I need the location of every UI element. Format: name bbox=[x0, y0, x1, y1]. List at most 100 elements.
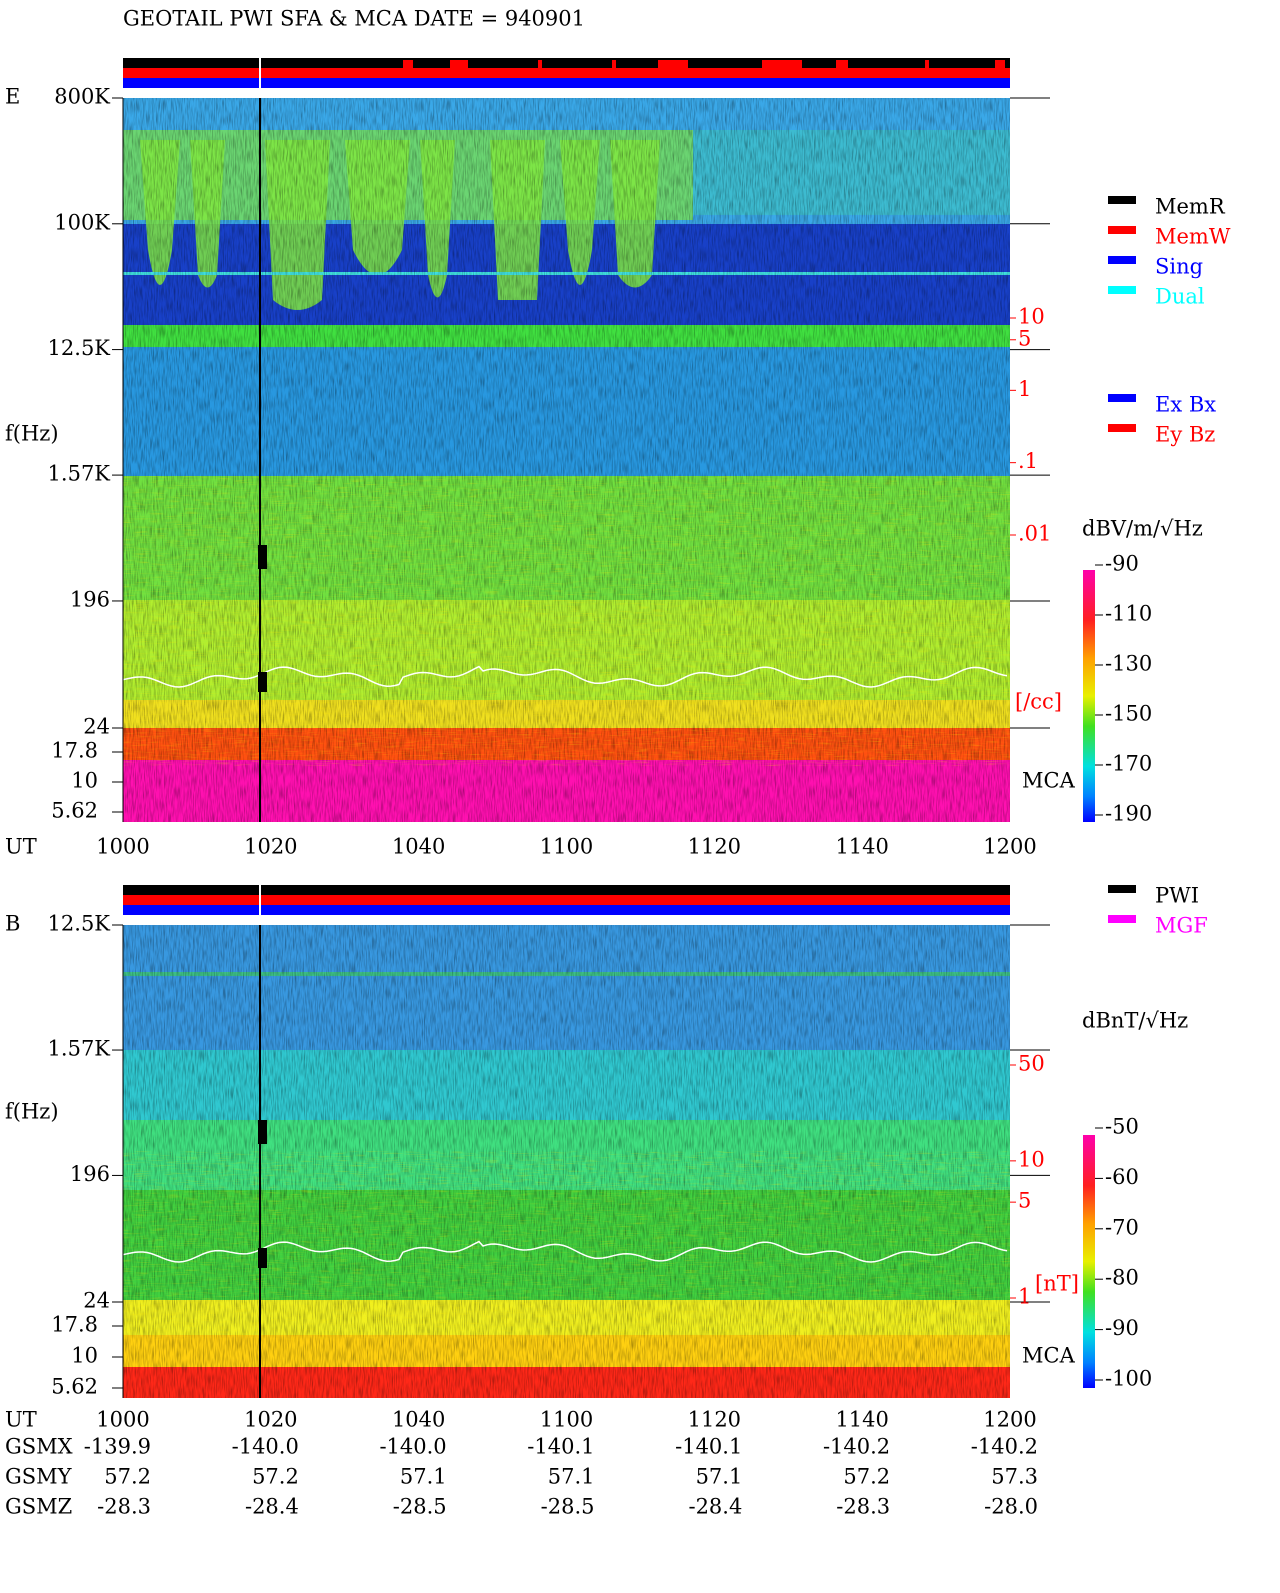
y-tick-label: 24 bbox=[83, 715, 110, 739]
mca-label: MCA bbox=[1022, 769, 1076, 793]
x-tick-label: 1020 bbox=[244, 835, 297, 859]
spectrogram-texture bbox=[123, 476, 1010, 766]
orbit-value: -140.2 bbox=[971, 1435, 1038, 1459]
legend-label: Dual bbox=[1155, 285, 1205, 309]
x-tick-label: 1120 bbox=[688, 835, 741, 859]
status-bar-sing bbox=[123, 78, 1010, 88]
status-mark bbox=[450, 60, 468, 68]
data-gap-mark bbox=[258, 672, 267, 692]
legend-swatch bbox=[1108, 226, 1136, 234]
legend-swatch bbox=[1108, 424, 1136, 432]
y-tick-label: 12.5K bbox=[48, 912, 111, 936]
title: GEOTAIL PWI SFA & MCA DATE = 940901 bbox=[123, 7, 585, 31]
x-tick-label: 1040 bbox=[392, 835, 445, 859]
mca-tick-label: 10 bbox=[71, 1344, 98, 1368]
orbit-value: -139.9 bbox=[84, 1435, 151, 1459]
colorbar-tick-label: -110 bbox=[1105, 602, 1152, 626]
legend-label: Ey Bz bbox=[1155, 423, 1215, 447]
orbit-value: -140.0 bbox=[379, 1435, 446, 1459]
orbit-value: -28.5 bbox=[541, 1495, 595, 1519]
data-gap-mark bbox=[258, 545, 267, 569]
y-tick-label: 12.5K bbox=[48, 336, 111, 360]
legend-label: Ex Bx bbox=[1155, 393, 1216, 417]
x-tick-label: 1020 bbox=[244, 1408, 297, 1432]
right-axis-label: [/cc] bbox=[1015, 690, 1062, 714]
x-tick-label: 1100 bbox=[540, 835, 593, 859]
mca-tick-label: 17.8 bbox=[51, 739, 98, 763]
colorbar-tick-label: -100 bbox=[1105, 1367, 1152, 1391]
right-tick-label: 5 bbox=[1018, 326, 1031, 350]
colorbar-tick-label: -90 bbox=[1105, 1316, 1139, 1340]
colorbar-tick-label: -50 bbox=[1105, 1115, 1139, 1139]
legend-label: MemW bbox=[1155, 225, 1231, 249]
orbit-value: 57.2 bbox=[252, 1465, 299, 1489]
legend-swatch bbox=[1108, 256, 1136, 264]
colorbar-tick-label: -150 bbox=[1105, 702, 1152, 726]
status-mark bbox=[836, 60, 848, 68]
legend-swatch bbox=[1108, 286, 1136, 294]
mca-tick-label: 5.62 bbox=[51, 1375, 98, 1399]
status-mark bbox=[995, 60, 1005, 68]
orbit-value: -28.3 bbox=[97, 1495, 151, 1519]
mca-label: MCA bbox=[1022, 1344, 1076, 1368]
legend-swatch bbox=[1108, 915, 1136, 923]
right-tick-label: 10 bbox=[1018, 305, 1045, 329]
status-mark bbox=[612, 60, 616, 68]
colorbar bbox=[1083, 1135, 1095, 1388]
orbit-value: -140.1 bbox=[527, 1435, 594, 1459]
orbit-row-label: GSMZ bbox=[5, 1495, 72, 1519]
y-tick-label: 100K bbox=[54, 210, 110, 234]
y-axis-label: f(Hz) bbox=[5, 422, 59, 446]
x-axis-label: UT bbox=[5, 1408, 37, 1432]
orbit-value: 57.1 bbox=[696, 1465, 743, 1489]
orbit-value: 57.2 bbox=[843, 1465, 890, 1489]
orbit-value: -28.4 bbox=[245, 1495, 299, 1519]
data-gap-mark bbox=[258, 1120, 267, 1144]
status-mark bbox=[762, 60, 802, 68]
orbit-value: -140.1 bbox=[675, 1435, 742, 1459]
x-tick-label: 1040 bbox=[392, 1408, 445, 1432]
mca-tick-label: 17.8 bbox=[51, 1313, 98, 1337]
status-bar-memr bbox=[123, 58, 1010, 68]
colorbar-tick-label: -170 bbox=[1105, 752, 1152, 776]
right-tick-label: .1 bbox=[1018, 449, 1038, 473]
orbit-row-label: GSMX bbox=[5, 1435, 73, 1459]
y-tick-label: 196 bbox=[70, 587, 110, 611]
orbit-value: -28.5 bbox=[393, 1495, 447, 1519]
right-axis-label: [nT] bbox=[1035, 1272, 1079, 1296]
colorbar-title: dBnT/√Hz bbox=[1082, 1009, 1188, 1033]
legend-label: MGF bbox=[1155, 914, 1208, 938]
panel-label: E bbox=[5, 85, 20, 109]
orbit-value: 57.2 bbox=[104, 1465, 151, 1489]
colorbar-tick-label: -130 bbox=[1105, 652, 1152, 676]
panel-label: B bbox=[5, 912, 20, 936]
x-tick-label: 1200 bbox=[983, 1408, 1036, 1432]
legend-swatch bbox=[1108, 196, 1136, 204]
status-mark bbox=[658, 60, 688, 68]
colorbar-tick-label: -70 bbox=[1105, 1215, 1139, 1239]
right-tick-label: 50 bbox=[1018, 1052, 1045, 1076]
right-tick-label: 1 bbox=[1018, 377, 1031, 401]
mca-tick-label: 5.62 bbox=[51, 799, 98, 823]
colorbar-tick-label: -60 bbox=[1105, 1165, 1139, 1189]
orbit-value: -28.4 bbox=[688, 1495, 742, 1519]
orbit-value: 57.1 bbox=[548, 1465, 595, 1489]
legend-label: MemR bbox=[1155, 195, 1226, 219]
y-tick-label: 1.57K bbox=[48, 462, 111, 486]
right-tick-label: .01 bbox=[1018, 522, 1051, 546]
y-axis-label: f(Hz) bbox=[5, 1100, 59, 1124]
legend-swatch bbox=[1108, 885, 1136, 893]
x-tick-label: 1140 bbox=[835, 1408, 888, 1432]
plasma-trace bbox=[122, 1240, 1008, 1263]
status-bar-memw bbox=[123, 68, 1010, 78]
colorbar-tick-label: -80 bbox=[1105, 1266, 1139, 1290]
status-bar-sing bbox=[123, 905, 1010, 915]
y-tick-label: 196 bbox=[70, 1162, 110, 1186]
right-tick-label: 10 bbox=[1018, 1147, 1045, 1171]
status-bar-memw bbox=[123, 895, 1010, 905]
status-mark bbox=[403, 60, 413, 68]
orbit-value: -28.0 bbox=[984, 1495, 1038, 1519]
legend-swatch bbox=[1108, 394, 1136, 402]
y-tick-label: 1.57K bbox=[48, 1037, 111, 1061]
